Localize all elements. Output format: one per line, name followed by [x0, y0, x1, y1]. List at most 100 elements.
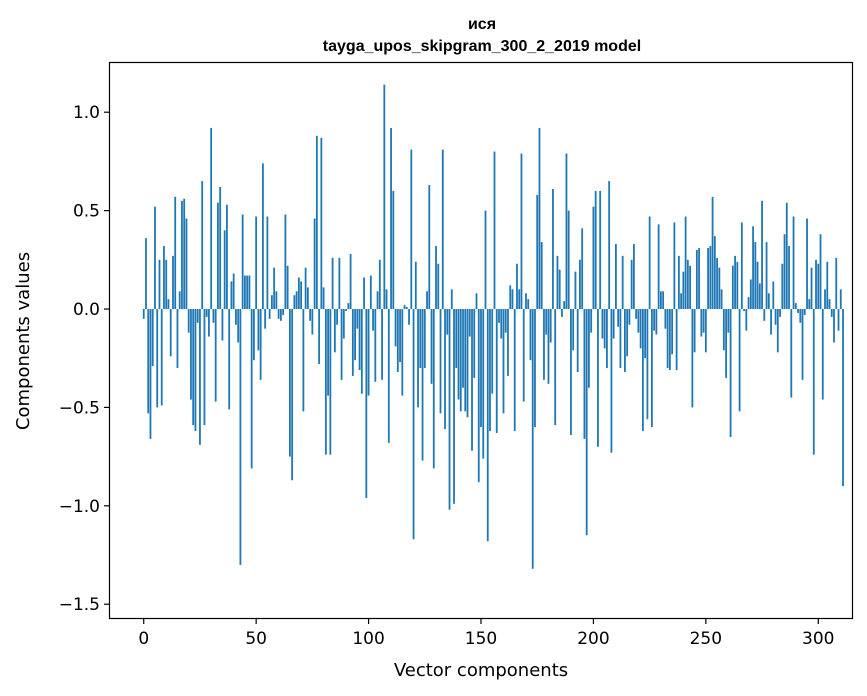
bar-186: [561, 309, 563, 317]
bar-59: [275, 291, 278, 310]
bar-287: [788, 246, 790, 310]
bar-84: [331, 257, 334, 310]
bar-71: [302, 309, 305, 412]
bar-146: [471, 309, 473, 451]
bar-95: [356, 309, 359, 329]
bar-233: [666, 309, 669, 369]
y-axis-label: Components values: [13, 252, 34, 430]
bar-90: [345, 309, 347, 311]
bar-121: [414, 261, 417, 310]
bar-81: [324, 309, 327, 455]
bar-26: [201, 181, 204, 310]
bar-304: [826, 261, 829, 310]
bar-288: [790, 309, 793, 398]
bar-214: [624, 309, 626, 372]
bar-220: [637, 309, 640, 333]
bar-133: [441, 149, 444, 310]
bar-63: [284, 214, 287, 310]
bar-234: [668, 309, 671, 371]
bar-272: [754, 242, 757, 310]
bar-257: [720, 289, 723, 310]
bar-147: [473, 309, 476, 378]
bar-290: [794, 303, 797, 310]
bar-206: [606, 309, 608, 369]
bar-235: [671, 309, 674, 355]
bar-246: [695, 249, 698, 310]
bar-236: [673, 222, 676, 310]
bar-79: [320, 137, 323, 310]
bar-296: [808, 299, 811, 310]
bar-108: [385, 289, 388, 310]
bar-32: [214, 309, 217, 402]
bar-91: [347, 303, 350, 310]
bar-249: [702, 309, 705, 333]
bar-103: [374, 309, 377, 382]
bar-70: [300, 281, 303, 310]
bar-160: [502, 309, 505, 414]
bar-87: [338, 257, 341, 310]
bar-107: [383, 84, 386, 310]
bar-168: [520, 153, 523, 310]
bar-92: [349, 253, 352, 310]
bar-50: [255, 216, 258, 310]
bar-218: [633, 244, 635, 310]
bar-155: [491, 309, 494, 394]
bar-162: [507, 309, 509, 376]
bar-269: [747, 297, 750, 310]
bar-229: [657, 224, 660, 310]
bar-261: [729, 309, 732, 437]
bar-276: [763, 309, 766, 321]
bar-209: [612, 309, 615, 339]
bar-85: [333, 309, 336, 353]
bar-178: [543, 309, 545, 380]
bar-93: [351, 309, 354, 376]
bar-211: [617, 309, 620, 327]
bar-132: [439, 309, 442, 414]
bar-225: [648, 216, 651, 310]
bar-281: [774, 309, 777, 325]
bar-197: [585, 309, 588, 536]
bar-280: [772, 281, 775, 310]
bar-239: [680, 293, 683, 310]
bar-226: [650, 309, 653, 428]
bar-201: [594, 190, 597, 310]
bar-8: [160, 309, 163, 406]
bar-55: [266, 216, 269, 310]
bar-193: [576, 309, 579, 372]
bar-62: [282, 309, 285, 315]
x-tick-label: 300: [802, 629, 834, 649]
bar-145: [468, 309, 471, 337]
bar-293: [801, 309, 804, 380]
bar-252: [709, 246, 712, 310]
bar-88: [340, 309, 343, 380]
bar-123: [419, 309, 422, 369]
bar-175: [536, 194, 539, 310]
bar-215: [626, 309, 629, 357]
bar-289: [792, 216, 795, 310]
bar-6: [156, 309, 159, 408]
bar-47: [248, 275, 251, 310]
bar-150: [480, 309, 482, 428]
bar-96: [358, 309, 361, 371]
bar-15: [176, 309, 179, 369]
bar-127: [428, 185, 431, 310]
bar-167: [518, 289, 521, 310]
bar-303: [824, 289, 826, 310]
bar-141: [459, 309, 462, 412]
x-tick-label: 150: [465, 629, 497, 649]
bar-51: [257, 309, 260, 351]
chart-subtitle: tayga_upos_skipgram_300_2_2019 model: [323, 38, 641, 55]
bar-27: [203, 309, 206, 426]
bar-68: [295, 291, 298, 310]
bar-105: [378, 259, 381, 310]
bar-4: [151, 309, 154, 367]
plot-frame: [108, 61, 854, 620]
bar-221: [639, 309, 642, 349]
bar-190: [570, 309, 572, 435]
bar-57: [270, 295, 273, 310]
bar-75: [311, 309, 314, 335]
bar-183: [554, 309, 557, 426]
bar-156: [493, 151, 496, 310]
bar-109: [387, 309, 390, 443]
bar-291: [797, 309, 799, 313]
